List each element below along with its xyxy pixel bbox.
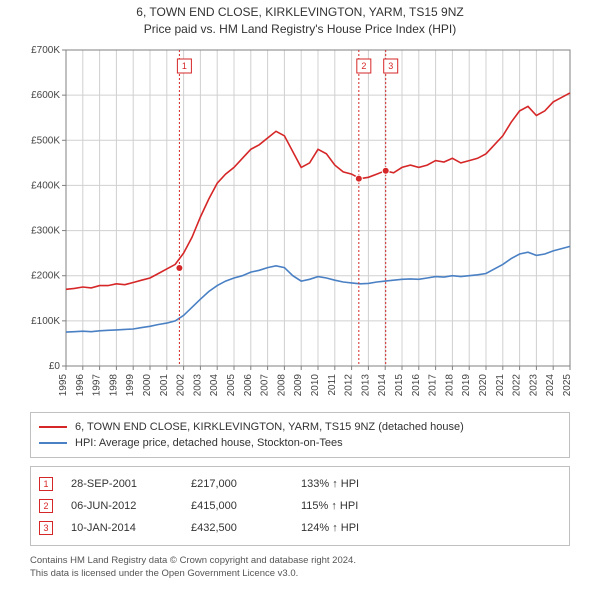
svg-text:2007: 2007 [260, 373, 271, 396]
svg-text:1996: 1996 [75, 373, 86, 396]
svg-text:2004: 2004 [209, 373, 220, 396]
event-marker-icon: 2 [39, 499, 53, 513]
chart-svg: £0 £100K £200K £300K £400K £500K £600K £700K 199… [20, 44, 580, 404]
legend-row-hpi: HPI: Average price, detached house, Stoc… [39, 435, 561, 451]
svg-text:1: 1 [182, 61, 187, 71]
svg-text:2011: 2011 [327, 373, 338, 395]
legend: 6, TOWN END CLOSE, KIRKLEVINGTON, YARM, … [30, 412, 570, 458]
svg-text:2015: 2015 [394, 373, 405, 396]
svg-text:£500K: £500K [31, 135, 60, 146]
svg-text:2016: 2016 [411, 373, 422, 396]
svg-text:2017: 2017 [428, 373, 439, 396]
legend-swatch [39, 442, 67, 444]
svg-text:1999: 1999 [125, 373, 136, 396]
footer-line2: This data is licensed under the Open Gov… [30, 567, 570, 580]
legend-row-property: 6, TOWN END CLOSE, KIRKLEVINGTON, YARM, … [39, 419, 561, 435]
title-line2: Price paid vs. HM Land Registry's House … [0, 21, 600, 38]
svg-text:2014: 2014 [377, 373, 388, 396]
event-price: £217,000 [191, 478, 291, 490]
svg-text:2019: 2019 [461, 373, 472, 396]
svg-text:2021: 2021 [495, 373, 506, 396]
svg-text:2005: 2005 [226, 373, 237, 396]
event-point-3 [382, 167, 389, 174]
svg-text:2023: 2023 [528, 373, 539, 396]
svg-text:£100K: £100K [31, 315, 60, 326]
svg-text:£700K: £700K [31, 45, 60, 56]
event-hpi-pct: 115% ↑ HPI [301, 500, 441, 512]
event-row-2: 2 06-JUN-2012 £415,000 115% ↑ HPI [39, 495, 561, 517]
svg-text:2022: 2022 [512, 373, 523, 396]
event-row-3: 3 10-JAN-2014 £432,500 124% ↑ HPI [39, 517, 561, 539]
footer-attribution: Contains HM Land Registry data © Crown c… [30, 554, 570, 581]
svg-text:2006: 2006 [243, 373, 254, 396]
svg-text:1998: 1998 [108, 373, 119, 396]
svg-text:£200K: £200K [31, 270, 60, 281]
svg-text:2024: 2024 [545, 373, 556, 396]
svg-text:£400K: £400K [31, 180, 60, 191]
svg-text:2025: 2025 [562, 373, 573, 396]
event-row-1: 1 28-SEP-2001 £217,000 133% ↑ HPI [39, 473, 561, 495]
event-hpi-pct: 133% ↑ HPI [301, 478, 441, 490]
event-marker-icon: 3 [39, 521, 53, 535]
events-table: 1 28-SEP-2001 £217,000 133% ↑ HPI 2 06-JUN-20… [30, 466, 570, 546]
legend-label: HPI: Average price, detached house, Stoc… [75, 437, 343, 449]
svg-text:£300K: £300K [31, 225, 60, 236]
svg-text:1995: 1995 [58, 373, 69, 396]
event-date: 28-SEP-2001 [71, 478, 181, 490]
title-line1: 6, TOWN END CLOSE, KIRKLEVINGTON, YARM, … [0, 4, 600, 21]
svg-text:2012: 2012 [344, 373, 355, 396]
event-point-1 [176, 264, 183, 271]
svg-text:£0: £0 [49, 361, 61, 372]
event-hpi-pct: 124% ↑ HPI [301, 522, 441, 534]
svg-text:2: 2 [361, 61, 366, 71]
svg-text:2001: 2001 [159, 373, 170, 396]
footer-line1: Contains HM Land Registry data © Crown c… [30, 554, 570, 567]
svg-text:2003: 2003 [192, 373, 203, 396]
event-price: £432,500 [191, 522, 291, 534]
legend-swatch [39, 426, 67, 428]
event-date: 06-JUN-2012 [71, 500, 181, 512]
svg-text:2002: 2002 [176, 373, 187, 396]
svg-text:2008: 2008 [276, 373, 287, 396]
svg-text:£600K: £600K [31, 90, 60, 101]
legend-label: 6, TOWN END CLOSE, KIRKLEVINGTON, YARM, … [75, 421, 464, 433]
svg-text:2020: 2020 [478, 373, 489, 396]
svg-text:2010: 2010 [310, 373, 321, 396]
svg-text:2018: 2018 [444, 373, 455, 396]
chart-plot-area: £0 £100K £200K £300K £400K £500K £600K £700K 199… [20, 44, 580, 404]
event-price: £415,000 [191, 500, 291, 512]
chart-title: 6, TOWN END CLOSE, KIRKLEVINGTON, YARM, … [0, 4, 600, 38]
svg-text:2009: 2009 [293, 373, 304, 396]
event-marker-icon: 1 [39, 477, 53, 491]
svg-text:2013: 2013 [360, 373, 371, 396]
event-date: 10-JAN-2014 [71, 522, 181, 534]
svg-text:3: 3 [388, 61, 393, 71]
svg-text:2000: 2000 [142, 373, 153, 396]
event-point-2 [355, 175, 362, 182]
svg-text:1997: 1997 [92, 373, 103, 396]
